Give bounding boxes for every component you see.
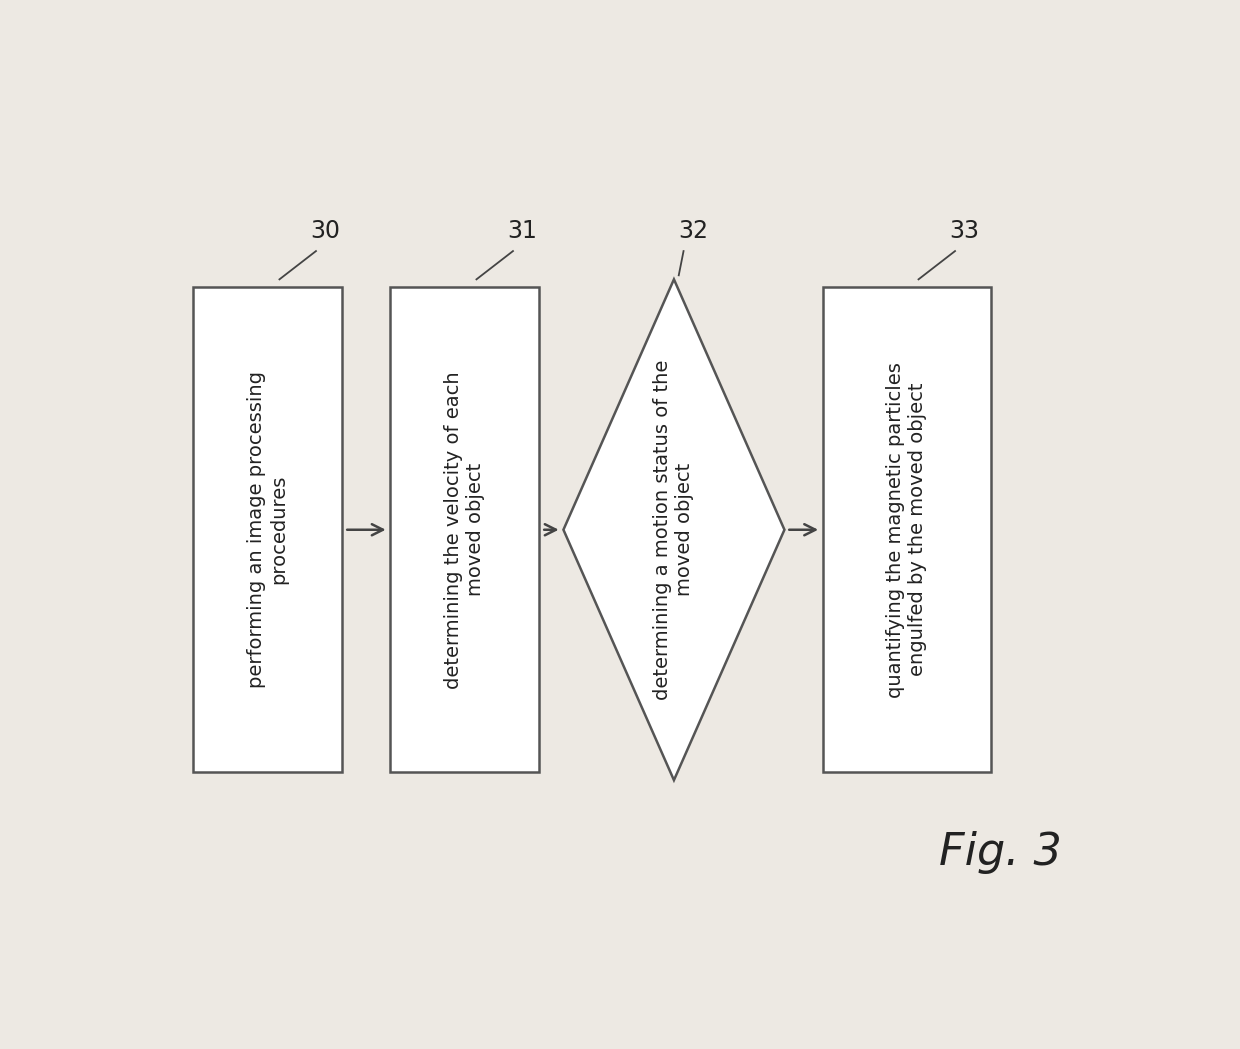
Bar <box>391 287 539 772</box>
Bar <box>823 287 991 772</box>
Text: 32: 32 <box>678 219 708 243</box>
Text: performing an image processing
procedures: performing an image processing procedure… <box>248 371 289 688</box>
Polygon shape <box>563 279 785 780</box>
Text: 30: 30 <box>310 219 341 243</box>
Text: determining a motion status of the
moved object: determining a motion status of the moved… <box>653 360 694 700</box>
Text: 31: 31 <box>507 219 537 243</box>
Bar <box>193 287 342 772</box>
Text: Fig. 3: Fig. 3 <box>939 832 1063 874</box>
Text: 33: 33 <box>950 219 980 243</box>
Text: determining the velocity of each
moved object: determining the velocity of each moved o… <box>444 371 485 688</box>
Text: quantifying the magnetic particles
engulfed by the moved object: quantifying the magnetic particles engul… <box>887 362 928 698</box>
